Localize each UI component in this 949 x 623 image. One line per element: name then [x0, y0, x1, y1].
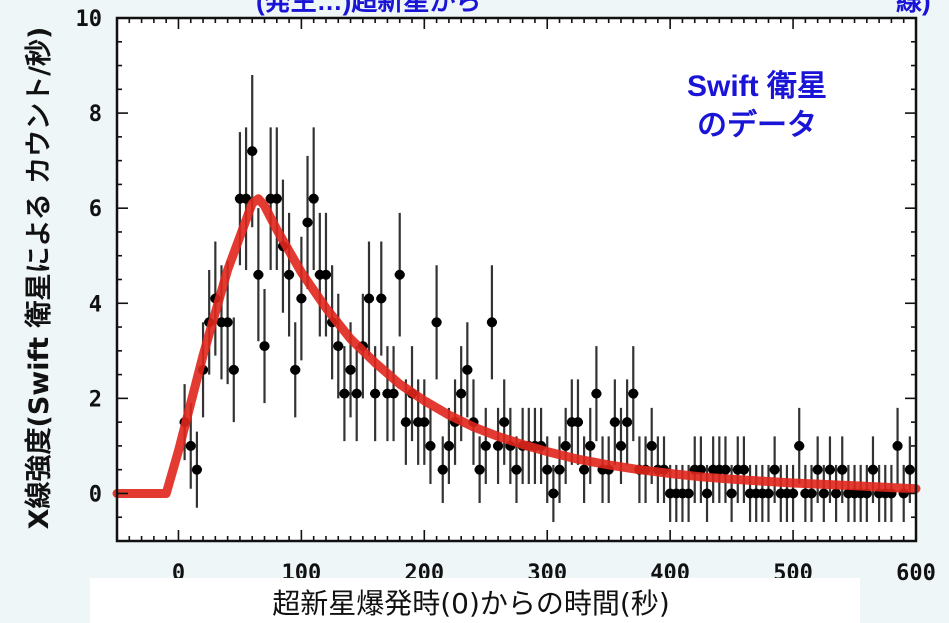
data-point [867, 464, 878, 475]
y-axis-title: X線強度(Swift 衛星による カウント/秒) [23, 27, 55, 530]
data-point [493, 440, 504, 451]
data-point [794, 440, 805, 451]
data-point [769, 464, 780, 475]
data-point [702, 488, 713, 499]
data-point [228, 364, 239, 375]
data-point [763, 488, 774, 499]
data-point [345, 364, 356, 375]
y-tick-label: 0 [89, 482, 102, 507]
data-point [247, 146, 258, 157]
data-point [388, 388, 399, 399]
data-point [628, 388, 639, 399]
data-point [831, 488, 842, 499]
y-tick-label: 4 [89, 292, 102, 317]
model-curve [112, 194, 921, 498]
data-point [499, 417, 510, 428]
y-axis-title-text: X線強度(Swift 衛星による カウント/秒) [23, 27, 55, 530]
data-point [738, 464, 749, 475]
data-point [646, 440, 657, 451]
data-point [572, 417, 583, 428]
data-point [806, 488, 817, 499]
data-point [542, 464, 553, 475]
data-point [290, 364, 301, 375]
y-tick-label: 6 [89, 197, 102, 222]
data-point [480, 440, 491, 451]
data-point [622, 417, 633, 428]
data-point [591, 388, 602, 399]
data-point [443, 440, 454, 451]
data-point [812, 464, 823, 475]
data-point [333, 341, 344, 352]
data-point [560, 440, 571, 451]
data-point [837, 464, 848, 475]
data-point [818, 488, 829, 499]
x-tick-label: 600 [896, 561, 936, 586]
data-point [370, 388, 381, 399]
data-point [615, 440, 626, 451]
data-point [308, 193, 319, 204]
page-title-fragment-right: 線) [896, 0, 931, 16]
data-point [548, 488, 559, 499]
data-point [222, 317, 233, 328]
data-point [351, 388, 362, 399]
data-point [486, 317, 497, 328]
data-point [456, 388, 467, 399]
y-tick-label: 8 [89, 102, 102, 127]
data-point [585, 440, 596, 451]
data-point [259, 341, 270, 352]
data-point [185, 440, 196, 451]
data-point [824, 464, 835, 475]
annotation-line-2: のデータ [697, 108, 817, 142]
x-axis-title: 超新星爆発時(0)からの時間(秒) [272, 587, 670, 620]
data-point [720, 464, 731, 475]
y-tick-label: 2 [89, 387, 102, 412]
data-point [511, 464, 522, 475]
data-point [400, 417, 411, 428]
data-point [376, 293, 387, 304]
data-point [419, 417, 430, 428]
data-point [425, 440, 436, 451]
data-point [788, 488, 799, 499]
data-point [253, 269, 264, 280]
data-point [339, 388, 350, 399]
data-point [579, 464, 590, 475]
ticks-layer [116, 17, 917, 542]
data-point [437, 464, 448, 475]
data-point [904, 464, 915, 475]
data-point [431, 317, 442, 328]
annotation-line-1: Swift 衛星 [687, 70, 827, 103]
data-point [474, 464, 485, 475]
data-point [683, 488, 694, 499]
data-point [191, 464, 202, 475]
data-point [363, 293, 374, 304]
data-point [892, 440, 903, 451]
data-point [554, 464, 565, 475]
data-point [320, 269, 331, 280]
data-point [302, 217, 313, 228]
x-axis-title-backdrop [90, 578, 860, 623]
data-point [726, 488, 737, 499]
y-tick-label: 10 [76, 7, 103, 32]
page-title-fragment-left: (発生…)超新星から [256, 0, 481, 16]
data-point [284, 269, 295, 280]
data-point [296, 293, 307, 304]
data-point [394, 269, 405, 280]
data-point [609, 417, 620, 428]
data-point [271, 193, 282, 204]
data-point [462, 364, 473, 375]
